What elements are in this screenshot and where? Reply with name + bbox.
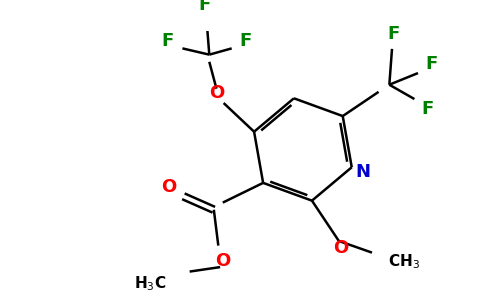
Text: CH$_3$: CH$_3$ — [388, 252, 420, 271]
Text: O: O — [333, 239, 348, 257]
Text: F: F — [425, 55, 438, 73]
Text: F: F — [199, 0, 211, 14]
Text: F: F — [161, 32, 173, 50]
Text: F: F — [388, 25, 400, 43]
Text: N: N — [355, 163, 370, 181]
Text: F: F — [239, 32, 251, 50]
Text: F: F — [422, 100, 434, 118]
Text: O: O — [162, 178, 177, 196]
Text: O: O — [215, 252, 230, 270]
Text: H$_3$C: H$_3$C — [134, 274, 166, 292]
Text: O: O — [209, 84, 224, 102]
